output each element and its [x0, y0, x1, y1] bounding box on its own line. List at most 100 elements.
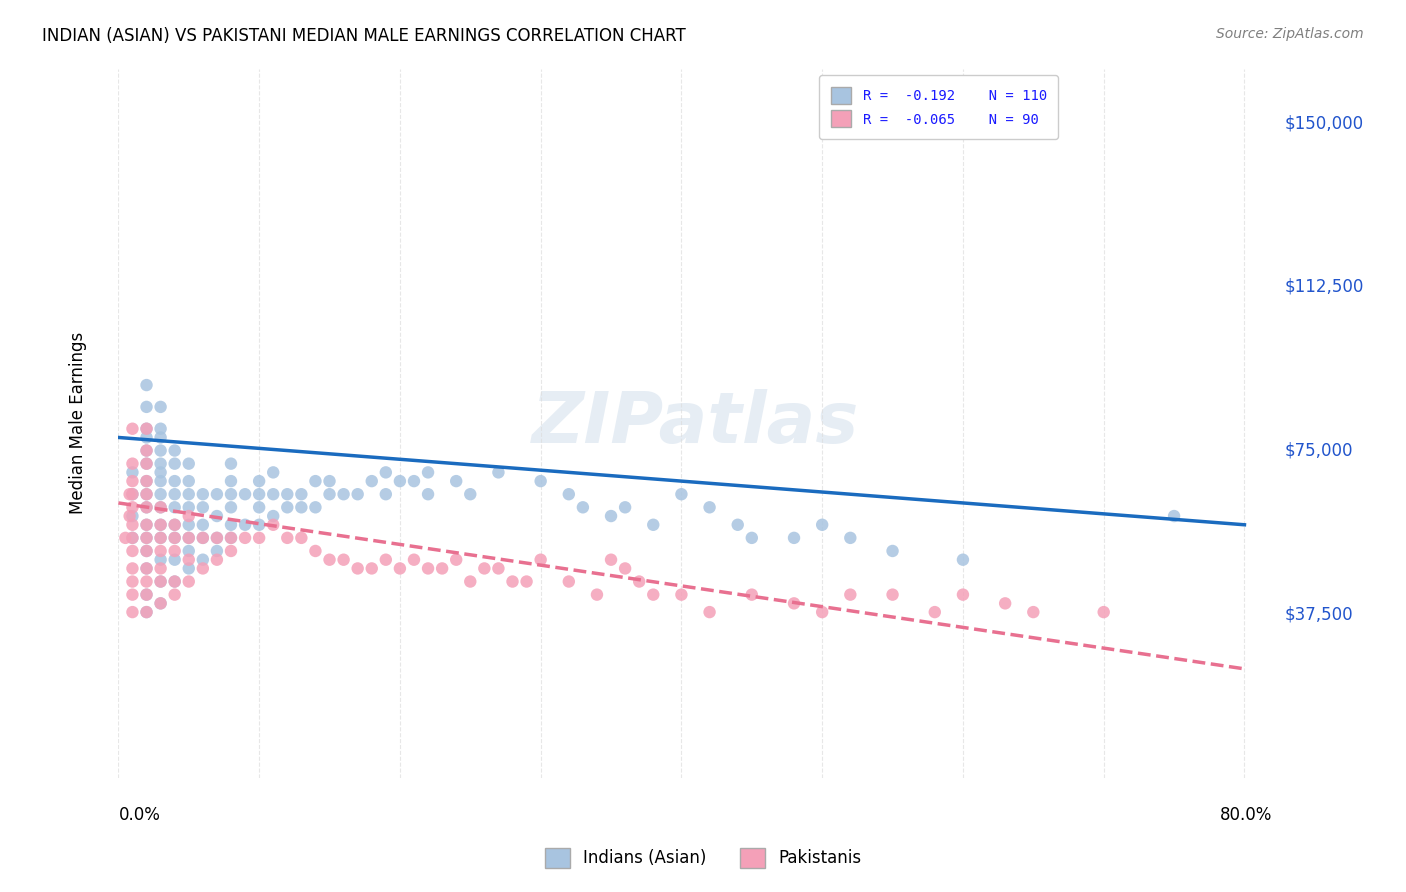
Point: [1163, 509, 1185, 524]
Point: [318, 474, 340, 488]
Point: [121, 588, 143, 602]
Point: [121, 544, 143, 558]
Point: [135, 588, 157, 602]
Point: [205, 509, 228, 524]
Point: [332, 487, 354, 501]
Point: [600, 509, 623, 524]
Point: [121, 605, 143, 619]
Point: [149, 487, 172, 501]
Point: [149, 574, 172, 589]
Point: [177, 552, 200, 566]
Point: [191, 531, 214, 545]
Point: [600, 552, 623, 566]
Point: [135, 457, 157, 471]
Point: [149, 457, 172, 471]
Point: [502, 574, 524, 589]
Point: [233, 487, 256, 501]
Point: [811, 517, 834, 532]
Point: [149, 552, 172, 566]
Point: [177, 574, 200, 589]
Point: [247, 500, 270, 515]
Point: [163, 443, 186, 458]
Point: [304, 544, 326, 558]
Point: [416, 466, 439, 480]
Point: [177, 531, 200, 545]
Point: [135, 605, 157, 619]
Point: [135, 474, 157, 488]
Point: [671, 588, 693, 602]
Point: [290, 500, 312, 515]
Point: [114, 531, 136, 545]
Text: $37,500: $37,500: [1284, 606, 1353, 624]
Point: [628, 574, 651, 589]
Point: [135, 517, 157, 532]
Point: [205, 544, 228, 558]
Point: [205, 552, 228, 566]
Point: [191, 500, 214, 515]
Point: [233, 531, 256, 545]
Point: [149, 531, 172, 545]
Point: [262, 466, 284, 480]
Point: [121, 457, 143, 471]
Point: [135, 561, 157, 575]
Point: [262, 487, 284, 501]
Point: [149, 443, 172, 458]
Point: [304, 500, 326, 515]
Point: [247, 487, 270, 501]
Point: [135, 544, 157, 558]
Point: [121, 487, 143, 501]
Point: [191, 561, 214, 575]
Point: [516, 574, 538, 589]
Point: [121, 487, 143, 501]
Point: [586, 588, 609, 602]
Point: [219, 531, 242, 545]
Point: [191, 552, 214, 566]
Point: [205, 487, 228, 501]
Point: [121, 422, 143, 436]
Legend: Indians (Asian), Pakistanis: Indians (Asian), Pakistanis: [538, 841, 868, 875]
Point: [121, 574, 143, 589]
Point: [430, 561, 453, 575]
Point: [121, 561, 143, 575]
Legend: R =  -0.192    N = 110, R =  -0.065    N = 90: R = -0.192 N = 110, R = -0.065 N = 90: [820, 76, 1057, 138]
Point: [149, 531, 172, 545]
Point: [135, 500, 157, 515]
Point: [149, 466, 172, 480]
Point: [374, 466, 396, 480]
Point: [882, 588, 904, 602]
Point: [149, 517, 172, 532]
Point: [121, 466, 143, 480]
Point: [191, 487, 214, 501]
Point: [163, 531, 186, 545]
Point: [121, 531, 143, 545]
Point: [952, 552, 974, 566]
Point: [318, 487, 340, 501]
Point: [346, 561, 368, 575]
Point: [163, 588, 186, 602]
Point: [135, 531, 157, 545]
Point: [1092, 605, 1115, 619]
Point: [121, 517, 143, 532]
Point: [149, 517, 172, 532]
Point: [149, 596, 172, 610]
Point: [276, 531, 298, 545]
Point: [135, 544, 157, 558]
Point: [614, 561, 637, 575]
Point: [149, 500, 172, 515]
Point: [219, 487, 242, 501]
Point: [191, 531, 214, 545]
Text: 80.0%: 80.0%: [1220, 806, 1272, 824]
Point: [177, 517, 200, 532]
Text: $150,000: $150,000: [1284, 114, 1364, 132]
Point: [219, 500, 242, 515]
Point: [163, 552, 186, 566]
Point: [135, 457, 157, 471]
Point: [374, 487, 396, 501]
Point: [558, 574, 581, 589]
Point: [163, 574, 186, 589]
Point: [163, 517, 186, 532]
Point: [276, 500, 298, 515]
Point: [163, 531, 186, 545]
Point: [219, 474, 242, 488]
Point: [149, 422, 172, 436]
